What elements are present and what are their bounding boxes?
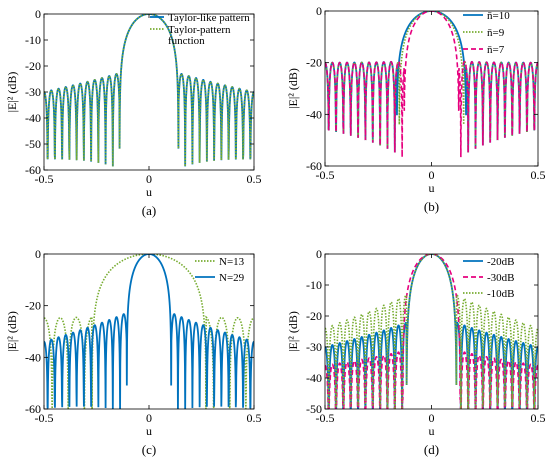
y-tick-label: -20 <box>306 56 322 70</box>
x-tick-label: 0.5 <box>531 168 546 182</box>
y-tick-label: 0 <box>316 247 322 261</box>
y-tick-label: -20 <box>306 309 322 323</box>
x-tick-label: 0 <box>429 168 435 182</box>
legend-label: -30dB <box>487 272 515 284</box>
x-tick-label: 0.5 <box>247 172 262 186</box>
y-tick-label: -50 <box>306 402 322 416</box>
legend-label: Taylor-like pattern <box>168 12 250 24</box>
y-tick-label: -20 <box>25 59 41 73</box>
y-axis-label: |E|² (dB) <box>5 72 19 113</box>
panel-caption: (c) <box>142 442 156 457</box>
y-tick-label: -30 <box>306 340 322 354</box>
legend: Taylor-like patternTaylor-patternfunctio… <box>150 12 250 47</box>
legend-label: n̄=10 <box>487 10 510 22</box>
series-line-2 <box>325 254 538 409</box>
series-line-1 <box>325 254 538 409</box>
x-axis-label: u <box>429 181 435 195</box>
x-tick-label: -0.5 <box>35 172 54 186</box>
x-tick-label: 0 <box>429 411 435 425</box>
panel-a: 0 -10 -20 -30 -40 -50 -60-0.5 0 0.5 u |E|² (dB) (a)… <box>5 7 262 218</box>
y-tick-label: -50 <box>25 137 41 151</box>
panel-b: 0 -20 -40 -60-0.5 0 0.5 u |E|² (dB) (b) n̄=10 n̄=9… <box>286 4 546 214</box>
x-tick-label: 0 <box>146 411 152 425</box>
legend: n̄=10 n̄=9 n̄=7 <box>463 10 510 56</box>
y-tick-label: -60 <box>25 402 41 416</box>
y-tick-label: -10 <box>25 33 41 47</box>
panel-caption: (a) <box>142 203 156 218</box>
y-tick-label: -40 <box>25 111 41 125</box>
x-tick-label: 0.5 <box>247 411 262 425</box>
plot-area <box>325 11 538 158</box>
x-axis-label: u <box>146 424 152 438</box>
panel-caption: (b) <box>424 199 439 214</box>
x-tick-label: -0.5 <box>316 168 335 182</box>
y-tick-label: -20 <box>25 299 41 313</box>
y-tick-label: -30 <box>25 85 41 99</box>
legend-label: -10dB <box>487 288 515 300</box>
plot-area <box>44 254 254 409</box>
x-tick-label: -0.5 <box>35 411 54 425</box>
y-axis-label: |E|² (dB) <box>286 311 300 352</box>
y-axis-label: |E|² (dB) <box>286 68 300 109</box>
y-tick-label: -10 <box>306 278 322 292</box>
panel-c: 0 -20 -40 -60-0.5 0 0.5 u |E|² (dB) (c) N=13 N=29 <box>5 247 262 457</box>
legend: -20dB -30dB -10dB <box>463 256 515 300</box>
series-line-1 <box>44 14 254 167</box>
y-tick-label: 0 <box>35 7 41 21</box>
legend: N=13 N=29 <box>195 256 245 284</box>
y-tick-label: -40 <box>306 107 322 121</box>
series-line-3 <box>325 11 538 158</box>
x-axis-label: u <box>146 185 152 199</box>
legend-label: Taylor-pattern <box>168 24 231 36</box>
x-tick-label: 0 <box>146 172 152 186</box>
series-line-2 <box>44 14 254 167</box>
series-line-1 <box>44 254 254 409</box>
panel-d: 0 -10 -20 -30 -40 -50-0.5 0 0.5 u |E|² (dB) (d) -20… <box>286 247 546 457</box>
legend-label: N=13 <box>219 256 245 268</box>
y-tick-label: 0 <box>35 247 41 261</box>
y-tick-label: -60 <box>306 159 322 173</box>
y-tick-label: -40 <box>306 371 322 385</box>
plot-area <box>325 254 538 409</box>
legend-label: function <box>168 35 205 47</box>
legend-label: n̄=9 <box>487 27 505 39</box>
y-tick-label: -40 <box>25 350 41 364</box>
x-axis-label: u <box>429 424 435 438</box>
panel-caption: (d) <box>424 442 439 457</box>
x-tick-label: 0.5 <box>531 411 546 425</box>
legend-label: n̄=7 <box>487 44 505 56</box>
y-axis-label: |E|² (dB) <box>5 311 19 352</box>
legend-label: N=29 <box>219 272 245 284</box>
series-line-2 <box>44 254 254 409</box>
x-tick-label: -0.5 <box>316 411 335 425</box>
y-tick-label: 0 <box>316 4 322 18</box>
legend-label: -20dB <box>487 256 515 268</box>
y-tick-label: -60 <box>25 163 41 177</box>
series-line-3 <box>325 254 538 409</box>
plot-area <box>44 14 254 167</box>
